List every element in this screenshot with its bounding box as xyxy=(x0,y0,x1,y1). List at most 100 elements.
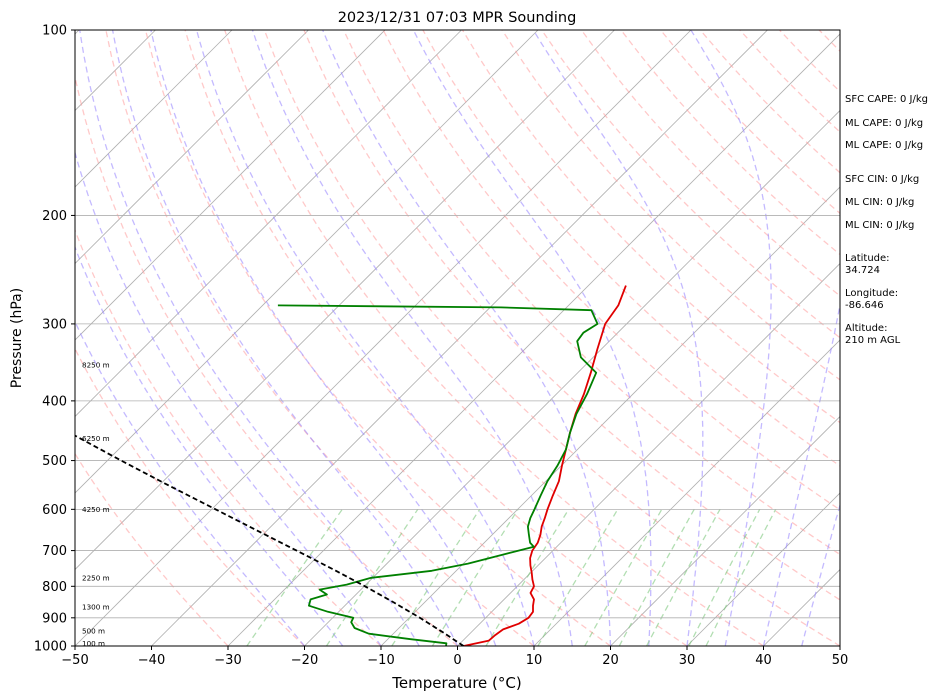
y-tick-label: 200 xyxy=(42,209,67,224)
isotherm-line xyxy=(75,30,233,188)
dry-adiabat-line xyxy=(343,30,840,556)
isotherm-line xyxy=(686,492,840,646)
dry-adiabat-line xyxy=(263,30,840,646)
height-label: 500 m xyxy=(82,626,105,635)
x-tick-label: −50 xyxy=(61,653,88,668)
dewpoint-profile-line xyxy=(277,304,599,646)
stats-annotation: -86.646 xyxy=(845,300,884,311)
height-label: 100 m xyxy=(82,639,105,648)
dry-adiabat-line xyxy=(303,30,840,601)
mixing-ratio-line xyxy=(584,508,663,646)
height-label: 1300 m xyxy=(82,603,110,612)
moist-adiabat-line xyxy=(801,502,840,646)
y-tick-label: 500 xyxy=(42,454,67,469)
x-tick-label: −10 xyxy=(367,653,394,668)
isotherm-line xyxy=(75,30,462,418)
moist-adiabat-line xyxy=(412,30,652,646)
x-axis-label: Temperature (°C) xyxy=(391,674,521,692)
mixing-ratio-line xyxy=(537,508,619,646)
height-label: 2250 m xyxy=(82,573,110,582)
moist-adiabat-line xyxy=(251,30,573,646)
stats-annotation: 34.724 xyxy=(845,265,880,276)
dry-adiabat-line xyxy=(580,30,840,297)
dry-adiabat-line xyxy=(382,30,840,511)
isotherm-line xyxy=(610,415,840,646)
dry-adiabat-line xyxy=(184,30,688,646)
x-tick-label: 20 xyxy=(602,653,619,668)
moist-adiabat-line xyxy=(532,30,704,646)
parcel-profile-line xyxy=(75,434,465,646)
dry-adiabat-line xyxy=(75,74,458,646)
stats-annotation: ML CAPE: 0 J/kg xyxy=(845,140,923,151)
isotherm-line xyxy=(457,262,840,646)
isotherm-line xyxy=(533,339,840,646)
stats-annotation: SFC CIN: 0 J/kg xyxy=(845,174,919,185)
stats-annotation: ML CIN: 0 J/kg xyxy=(845,220,914,231)
dry-adiabat-line xyxy=(144,30,611,646)
isotherm-line xyxy=(75,30,539,494)
dry-adiabat-line xyxy=(105,30,535,646)
chart-title: 2023/12/31 07:03 MPR Sounding xyxy=(338,10,577,26)
stats-annotation: ML CIN: 0 J/kg xyxy=(845,197,914,208)
mixing-ratio-line xyxy=(246,508,343,646)
stats-annotation: Longitude: xyxy=(845,288,898,299)
dry-adiabat-line xyxy=(75,347,305,646)
isotherm-line xyxy=(75,30,615,571)
y-tick-label: 300 xyxy=(42,317,67,332)
x-tick-label: 40 xyxy=(755,653,772,668)
plot-area xyxy=(0,30,840,646)
x-tick-label: 10 xyxy=(526,653,543,668)
plot-frame xyxy=(74,29,841,647)
moist-adiabat-lines xyxy=(75,30,840,646)
x-tick-label: −40 xyxy=(138,653,165,668)
height-label: 6250 m xyxy=(82,434,110,443)
moist-adiabat-line xyxy=(195,30,535,646)
isotherm-line xyxy=(75,30,309,265)
moist-adiabat-line xyxy=(75,150,382,646)
y-axis-ticks: 100 200 300 400 500 600 700 800 900 1000 xyxy=(34,24,75,655)
dry-adiabat-lines xyxy=(75,30,840,646)
stats-annotation: 210 m AGL xyxy=(845,335,901,346)
stats-annotation: ML CAPE: 0 J/kg xyxy=(845,118,923,129)
moist-adiabat-line xyxy=(75,245,344,646)
sounding-series xyxy=(75,285,627,646)
height-label: 4250 m xyxy=(82,505,110,514)
isotherm-line xyxy=(304,109,840,646)
dry-adiabat-line xyxy=(75,228,382,646)
mixing-ratio-line xyxy=(431,508,519,646)
mixing-ratio-line xyxy=(705,508,777,646)
y-tick-label: 400 xyxy=(42,394,67,409)
moist-adiabat-line xyxy=(111,30,459,646)
y-tick-label: 700 xyxy=(42,544,67,559)
isotherm-line xyxy=(75,30,692,646)
mixing-ratio-line xyxy=(646,508,721,646)
isotherm-line xyxy=(227,33,840,646)
height-labels: 100 m 500 m 1300 m 2250 m 4250 m 6250 m 8250 m xyxy=(82,361,110,648)
moist-adiabat-line xyxy=(79,30,420,646)
mixing-ratio-line xyxy=(688,508,761,646)
isotherm-lines xyxy=(0,30,840,646)
y-tick-label: 1000 xyxy=(34,640,67,655)
isotherm-line xyxy=(0,30,3,646)
isotherm-line xyxy=(151,30,768,646)
stats-annotation: Altitude: xyxy=(845,323,887,334)
x-tick-label: 30 xyxy=(679,653,696,668)
stats-annotation: SFC CAPE: 0 J/kg xyxy=(845,94,928,105)
y-tick-label: 600 xyxy=(42,503,67,518)
pressure-grid-lines xyxy=(75,30,840,646)
height-label: 8250 m xyxy=(82,361,110,370)
moist-adiabat-line xyxy=(762,301,840,646)
isotherm-line xyxy=(75,30,386,341)
mixing-ratio-line xyxy=(485,508,570,646)
sounding-annotations: SFC CAPE: 0 J/kg ML CAPE: 0 J/kg ML CAPE: … xyxy=(845,94,928,346)
x-tick-label: −30 xyxy=(214,653,241,668)
dry-adiabat-line xyxy=(75,452,229,646)
stats-annotation: Latitude: xyxy=(845,253,890,264)
x-axis-ticks: −50 −40 −30 −20 −10 0 10 20 30 40 50 xyxy=(61,646,848,668)
y-tick-label: 900 xyxy=(42,611,67,626)
dry-adiabat-line xyxy=(224,30,764,646)
moist-adiabat-line xyxy=(322,30,612,646)
x-tick-label: 50 xyxy=(832,653,849,668)
y-tick-label: 800 xyxy=(42,580,67,595)
